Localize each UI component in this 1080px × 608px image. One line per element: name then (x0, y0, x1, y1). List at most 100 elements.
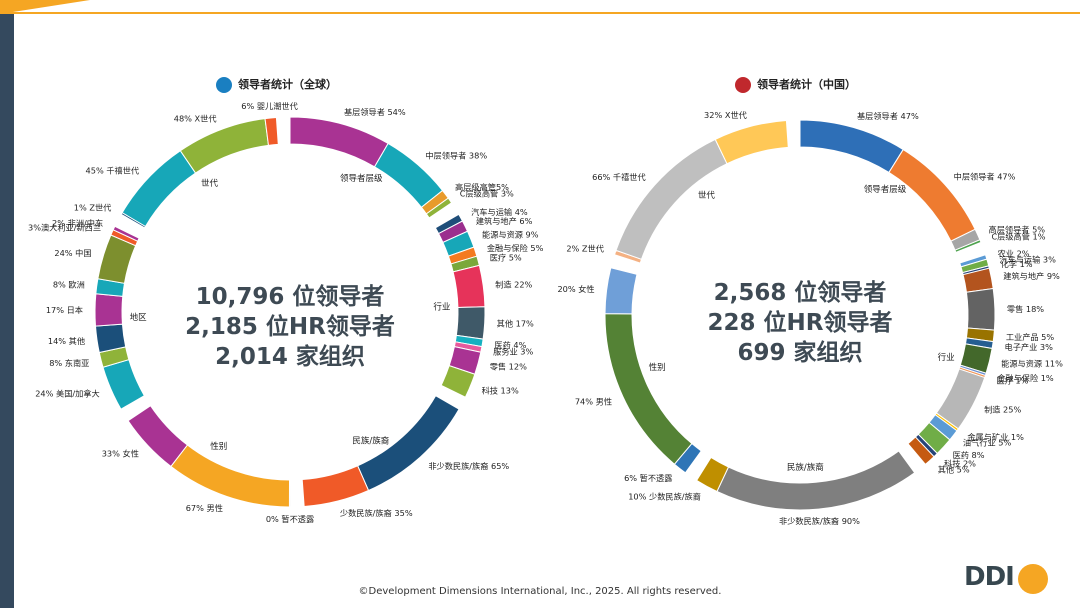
ring-label-0-5: 世代 (201, 178, 219, 189)
slice-label-1-11: 能源与资源 11% (1001, 359, 1063, 369)
ring-label-0-4: 地区 (130, 312, 148, 323)
slice-label-1-13: 医疗 1% (996, 375, 1028, 385)
slice-1-21 (695, 456, 730, 493)
slice-label-0-17: 0% 暂不透露 (266, 514, 314, 524)
slice-1-19 (907, 436, 935, 466)
slice-label-1-3: C层级高管 1% (991, 231, 1045, 241)
slice-label-1-27: 32% X世代 (704, 110, 747, 120)
slice-1-3 (954, 239, 982, 254)
china-leader-count: 2,568 位领导者 (713, 280, 887, 306)
slice-label-0-26: 3%澳大利亚/新西兰 (28, 222, 101, 232)
slice-label-0-23: 17% 日本 (46, 305, 83, 315)
ring-label-1-2: 民族/族裔 (787, 462, 824, 473)
slice-0-29 (121, 150, 197, 228)
slice-label-0-13: 零售 12% (490, 361, 527, 371)
slice-0-27 (112, 225, 140, 242)
slice-label-0-0: 基层领导者 54% (344, 107, 406, 117)
slice-label-0-21: 8% 东南亚 (49, 358, 89, 368)
slice-1-24 (604, 267, 638, 315)
china-hr-leader-count: 228 位HR领导者 (707, 310, 893, 336)
ddi-logo: DDI (964, 562, 1015, 592)
slice-label-1-1: 中层领导者 47% (954, 171, 1016, 181)
slice-label-0-10: 其他 17% (497, 319, 534, 329)
slice-label-1-26: 66% 千禧世代 (592, 172, 646, 182)
slice-0-20 (102, 358, 146, 410)
china-emblem-icon (735, 77, 751, 93)
slice-label-0-24: 8% 欧洲 (53, 280, 85, 290)
slice-label-0-28: 1% Z世代 (74, 202, 112, 212)
slice-label-1-8: 零售 18% (1007, 304, 1044, 314)
slice-0-10 (455, 306, 486, 340)
china-chart-title: 领导者统计（中国） (735, 76, 856, 93)
global-center-summary: 10,796 位领导者 2,185 位HR领导者 2,014 家组织 (160, 282, 420, 372)
slice-label-0-25: 24% 中国 (54, 248, 91, 258)
slice-label-1-24: 20% 女性 (557, 284, 594, 294)
ddi-globe-icon (1018, 564, 1048, 594)
slice-label-0-8: 医疗 5% (490, 253, 522, 263)
ring-label-1-1: 行业 (938, 352, 955, 363)
slice-label-0-6: 能源与资源 9% (482, 230, 539, 240)
slice-label-1-5: 汽车与运输 3% (999, 254, 1056, 264)
slice-1-8 (965, 287, 996, 331)
slice-0-18 (170, 444, 291, 508)
china-org-count: 699 家组织 (737, 340, 863, 366)
slice-label-1-25: 2% Z世代 (566, 244, 604, 254)
slice-label-1-14: 制造 25% (984, 405, 1021, 415)
slice-label-0-1: 中层领导者 38% (425, 150, 487, 160)
slice-label-1-15: 金属与矿业 1% (967, 432, 1024, 442)
slice-label-1-22: 6% 暂不透露 (624, 473, 672, 483)
slice-0-31 (264, 116, 279, 146)
slice-label-1-23: 74% 男性 (575, 397, 612, 407)
slice-label-1-10: 电子产业 3% (1005, 342, 1054, 352)
slice-label-0-15: 非少数民族/族裔 65% (428, 461, 509, 471)
slice-label-1-6: 化学 1% (1001, 259, 1033, 269)
global-org-count: 2,014 家组织 (215, 344, 365, 370)
slice-label-0-22: 14% 其他 (48, 336, 85, 346)
slice-0-0 (289, 116, 389, 168)
ring-label-1-0: 领导者层级 (864, 184, 907, 195)
slice-label-0-16: 少数民族/族裔 35% (340, 508, 413, 518)
slice-label-0-30: 48% X世代 (174, 113, 217, 123)
slice-label-1-19: 其他 5% (938, 465, 970, 475)
slice-label-1-0: 基层领导者 47% (857, 111, 919, 121)
globe-icon (216, 77, 232, 93)
ring-label-0-3: 性别 (210, 441, 227, 452)
slice-label-0-7: 金融与保险 5% (487, 243, 544, 253)
slice-label-1-9: 工业产品 5% (1006, 332, 1055, 342)
side-bar (0, 14, 14, 608)
slice-label-1-7: 建筑与地产 9% (1003, 271, 1060, 281)
slice-label-1-2: 高层领导者 5% (989, 225, 1046, 235)
ring-label-1-4: 世代 (698, 190, 716, 201)
slice-0-3 (425, 197, 453, 219)
slice-0-23 (94, 293, 124, 327)
slice-0-16 (301, 465, 370, 508)
slice-label-0-9: 制造 22% (495, 279, 532, 289)
ring-label-0-0: 领导者层级 (340, 173, 383, 184)
global-leader-count: 10,796 位领导者 (195, 284, 385, 310)
global-donut-chart: 基层领导者 54% 中层领导者 38% 高层级高管5%C层级高管 3% 汽车与运输 4… (28, 101, 544, 524)
slice-label-0-29: 45% 千禧世代 (86, 165, 140, 175)
slice-label-0-12: 服务业 3% (493, 347, 533, 357)
slice-0-9 (452, 264, 486, 309)
slice-0-30 (179, 118, 270, 174)
china-chart-panel: 基层领导者 47% 中层领导者 47% 高层领导者 5% C层级高管 1% 农业 2% 汽… (545, 60, 1065, 540)
global-chart-title: 领导者统计（全球） (216, 76, 337, 93)
china-donut-chart: 基层领导者 47% 中层领导者 47% 高层领导者 5%C层级高管 1% 农业 2%汽… (557, 110, 1063, 526)
slice-label-1-16: 油气行业 5% (963, 438, 1012, 448)
slice-label-0-11: 医药 4% (494, 340, 526, 350)
slice-label-1-18: 科技 2% (944, 459, 976, 469)
slice-label-0-14: 科技 13% (482, 385, 519, 395)
slice-label-1-12: 金融与保险 1% (997, 373, 1054, 383)
slice-1-20 (716, 450, 916, 511)
slice-label-0-20: 24% 美国/加拿大 (35, 388, 100, 398)
slice-label-0-4: 汽车与运输 4% (471, 207, 528, 217)
slice-label-0-3: C层级高管 3% (460, 189, 514, 199)
slice-label-0-19: 33% 女性 (102, 448, 139, 458)
slice-label-0-2: 高层级高管5% (455, 182, 509, 192)
slice-label-0-18: 67% 男性 (186, 503, 223, 513)
slice-1-1 (888, 148, 976, 242)
slice-label-1-4: 农业 2% (998, 248, 1030, 258)
slice-label-0-27: 2% 非洲/中东 (52, 218, 103, 228)
global-hr-leader-count: 2,185 位HR领导者 (185, 314, 395, 340)
slice-label-1-21: 10% 少数民族/族裔 (628, 492, 701, 502)
